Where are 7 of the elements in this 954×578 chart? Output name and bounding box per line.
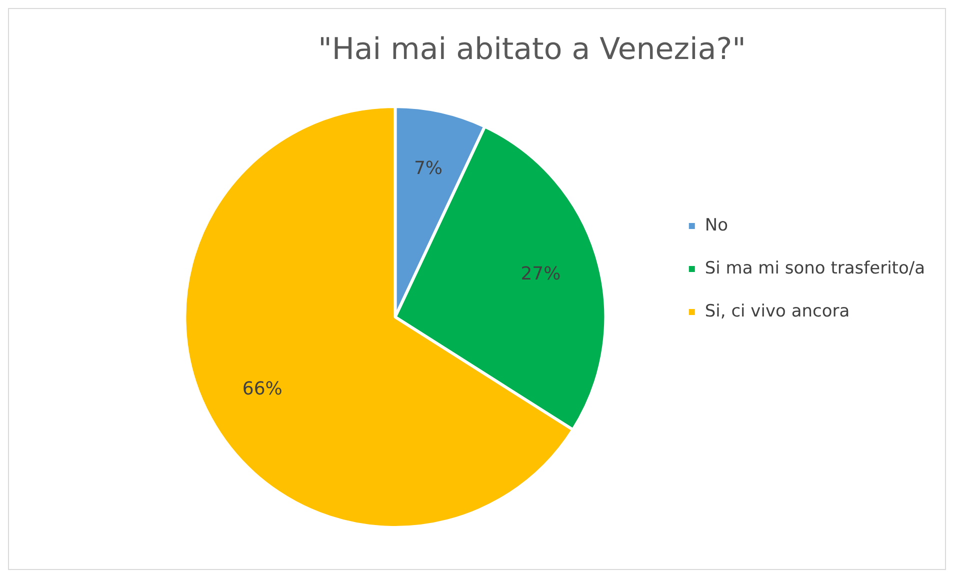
legend-label: Si, ci vivo ancora [704,301,850,322]
legend-label: Si ma mi sono trasferito/a [704,258,926,278]
legend-label: No [704,215,728,236]
data-label: 7% [414,158,443,179]
data-label: 27% [520,263,561,284]
chart-title: "Hai mai abitato a Venezia?" [318,32,746,67]
data-label: 66% [242,378,282,400]
